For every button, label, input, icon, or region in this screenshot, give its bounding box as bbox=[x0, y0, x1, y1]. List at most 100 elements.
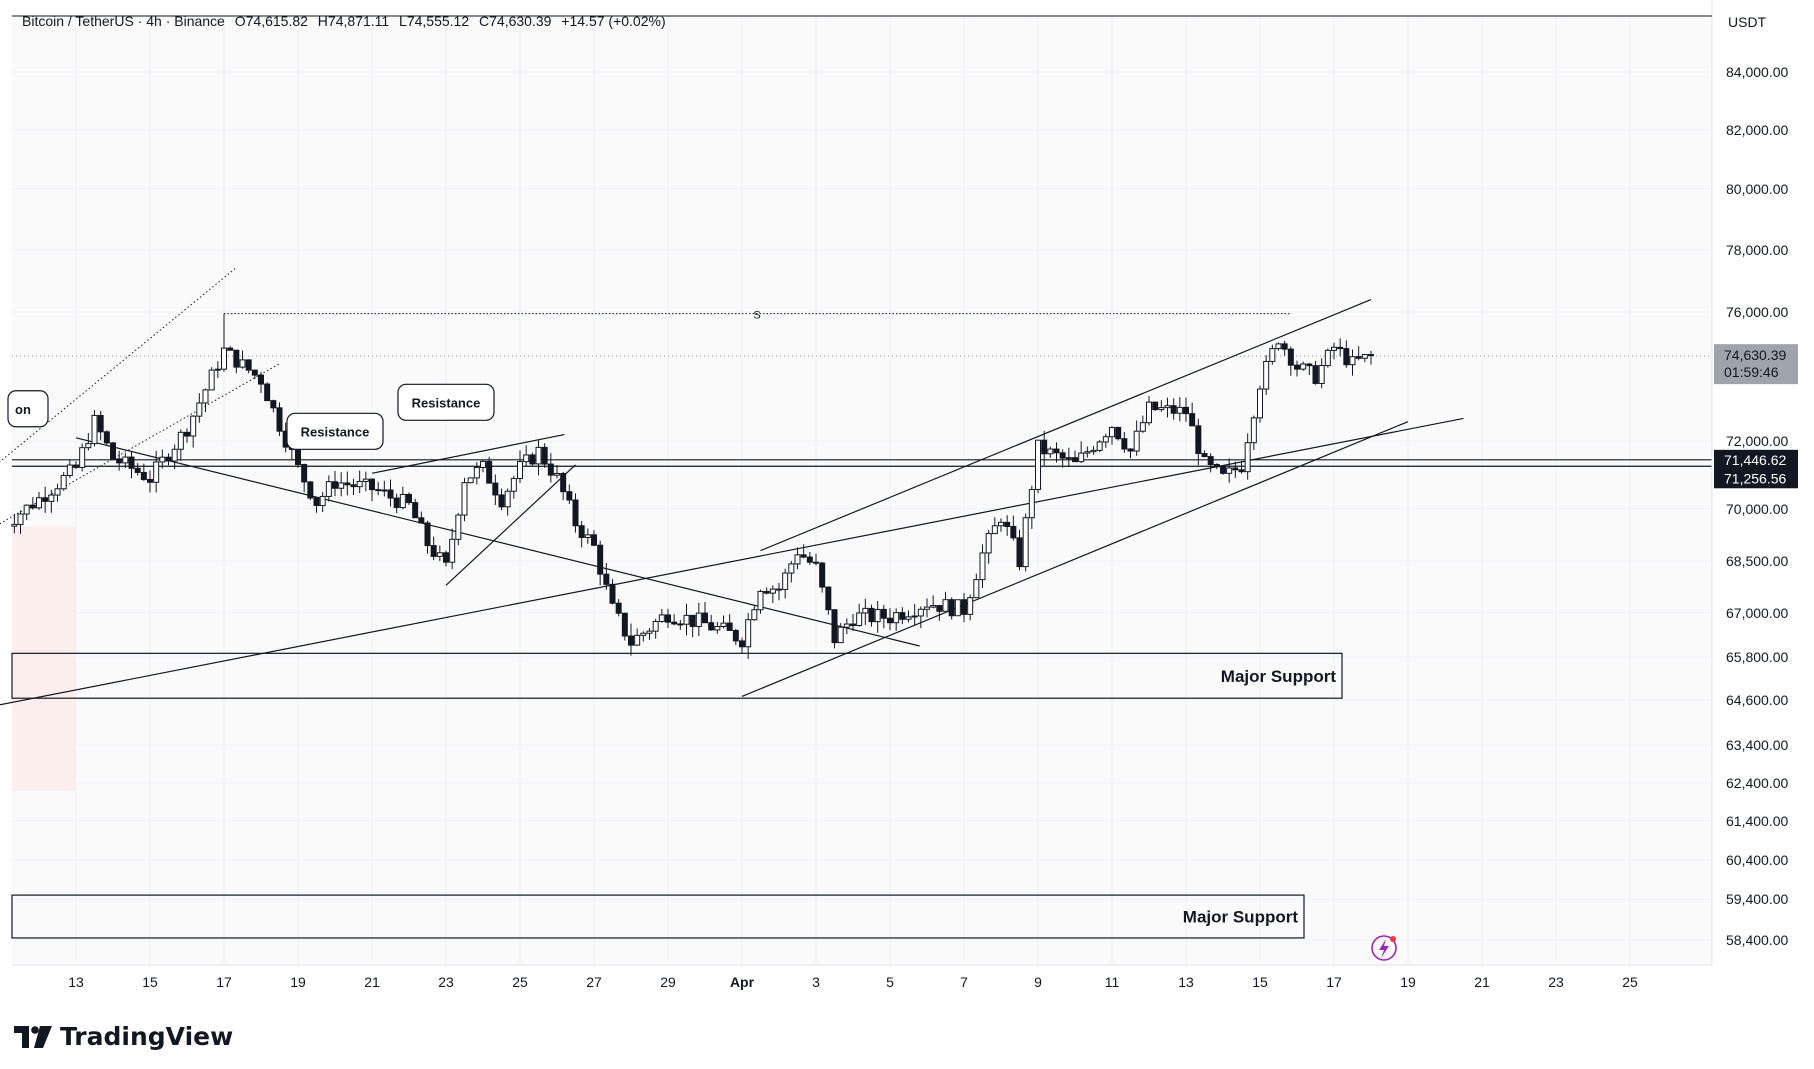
candle-body bbox=[1269, 348, 1276, 362]
candle-body bbox=[1306, 363, 1313, 367]
candle-body bbox=[1232, 467, 1239, 471]
callout-label: on bbox=[15, 402, 31, 417]
candle-body bbox=[1312, 365, 1319, 384]
candle-body bbox=[1207, 456, 1214, 465]
candle-body bbox=[399, 493, 406, 509]
y-tick-label: 64,600.00 bbox=[1726, 692, 1788, 708]
candle-body bbox=[60, 474, 67, 490]
candle-body bbox=[79, 447, 86, 468]
candle-body bbox=[66, 464, 73, 476]
candle-body bbox=[443, 552, 449, 563]
x-tick-label: 13 bbox=[68, 974, 84, 990]
candle-body bbox=[924, 606, 930, 610]
axis-unit-label[interactable]: USDT bbox=[1728, 14, 1767, 30]
high-value: H74,871.11 bbox=[317, 13, 390, 29]
candle-body bbox=[362, 478, 369, 482]
candle-body bbox=[1152, 401, 1159, 411]
candle-body bbox=[1127, 448, 1134, 452]
candle-body bbox=[473, 466, 480, 479]
candle-body bbox=[726, 622, 733, 631]
support-zone bbox=[11, 894, 1305, 939]
candle-body bbox=[319, 495, 326, 507]
candle-body bbox=[887, 617, 893, 624]
candle-body bbox=[11, 523, 18, 527]
x-tick-label: Apr bbox=[730, 974, 755, 990]
candle-body bbox=[251, 369, 258, 376]
candle-body bbox=[140, 471, 147, 480]
candle-body bbox=[541, 446, 548, 465]
y-tick-label: 80,000.00 bbox=[1726, 181, 1788, 197]
candle-body bbox=[683, 614, 690, 625]
candle-body bbox=[436, 552, 443, 557]
candle-body bbox=[1220, 466, 1226, 474]
candle-body bbox=[221, 347, 227, 370]
candle-body bbox=[510, 478, 517, 492]
candle-body bbox=[325, 481, 332, 497]
candle-body bbox=[467, 477, 474, 484]
last-price-tag bbox=[1714, 344, 1798, 385]
lightning-icon-bolt bbox=[1379, 939, 1389, 958]
candle-body bbox=[73, 464, 79, 468]
callout-box bbox=[286, 412, 384, 450]
chart-header: Bitcoin / TetherUS · 4h · Binance O74,61… bbox=[22, 13, 672, 29]
candle-body bbox=[344, 482, 351, 486]
candle-body bbox=[948, 599, 955, 617]
candle-body bbox=[769, 588, 776, 594]
candle-body bbox=[782, 572, 789, 590]
candle-body bbox=[36, 497, 42, 509]
x-tick-label: 27 bbox=[586, 974, 602, 990]
y-tick-label: 67,000.00 bbox=[1726, 605, 1788, 621]
x-tick-label: 25 bbox=[1622, 974, 1638, 990]
candle-body bbox=[1041, 439, 1048, 455]
trend-line bbox=[741, 421, 1409, 697]
candle-body bbox=[1294, 364, 1300, 370]
candle-body bbox=[985, 533, 992, 554]
candle-body bbox=[153, 461, 160, 483]
candle-body bbox=[227, 347, 234, 351]
candle-body bbox=[1072, 457, 1078, 463]
support-zone-label: Major Support bbox=[1183, 908, 1299, 927]
candle-body bbox=[165, 456, 172, 462]
y-tick-label: 72,000.00 bbox=[1726, 433, 1788, 449]
candle-body bbox=[1195, 425, 1202, 455]
candle-body bbox=[1368, 354, 1374, 357]
candle-body bbox=[214, 368, 221, 371]
candle-body bbox=[936, 605, 943, 612]
candle-body bbox=[961, 599, 967, 615]
candle-body bbox=[270, 400, 277, 409]
candle-body bbox=[523, 454, 530, 463]
dotted-channel-line bbox=[0, 363, 280, 525]
candle-body bbox=[1250, 417, 1257, 444]
candle-body bbox=[430, 545, 437, 557]
level-label: S bbox=[753, 310, 760, 322]
candle-body bbox=[116, 458, 123, 464]
candle-body bbox=[202, 389, 209, 404]
candle-body bbox=[603, 573, 610, 585]
y-tick-label: 68,500.00 bbox=[1726, 553, 1788, 569]
candle-body bbox=[1096, 441, 1103, 451]
candle-body bbox=[591, 534, 597, 546]
price-tag-value: 71,256.56 bbox=[1724, 470, 1786, 486]
candle-body bbox=[634, 634, 641, 646]
candle-body bbox=[677, 623, 684, 626]
candle-body bbox=[967, 597, 974, 615]
y-tick-label: 78,000.00 bbox=[1726, 242, 1788, 258]
tradingview-logo[interactable]: TradingView bbox=[14, 1022, 233, 1051]
candle-body bbox=[732, 629, 739, 642]
candle-body bbox=[806, 556, 813, 563]
candle-body bbox=[1010, 525, 1017, 539]
candle-body bbox=[492, 482, 499, 496]
x-tick-label: 17 bbox=[216, 974, 232, 990]
candle-body bbox=[597, 544, 604, 575]
support-zone-label: Major Support bbox=[1221, 667, 1337, 686]
candle-body bbox=[831, 609, 838, 644]
y-tick-label: 59,400.00 bbox=[1726, 891, 1788, 907]
candle-body bbox=[1343, 348, 1350, 366]
candle-body bbox=[449, 538, 456, 563]
candle-body bbox=[1090, 449, 1097, 453]
price-tag bbox=[1714, 449, 1798, 470]
candle-body bbox=[1361, 354, 1368, 359]
candle-body bbox=[702, 612, 708, 624]
support-zone bbox=[11, 652, 1343, 699]
